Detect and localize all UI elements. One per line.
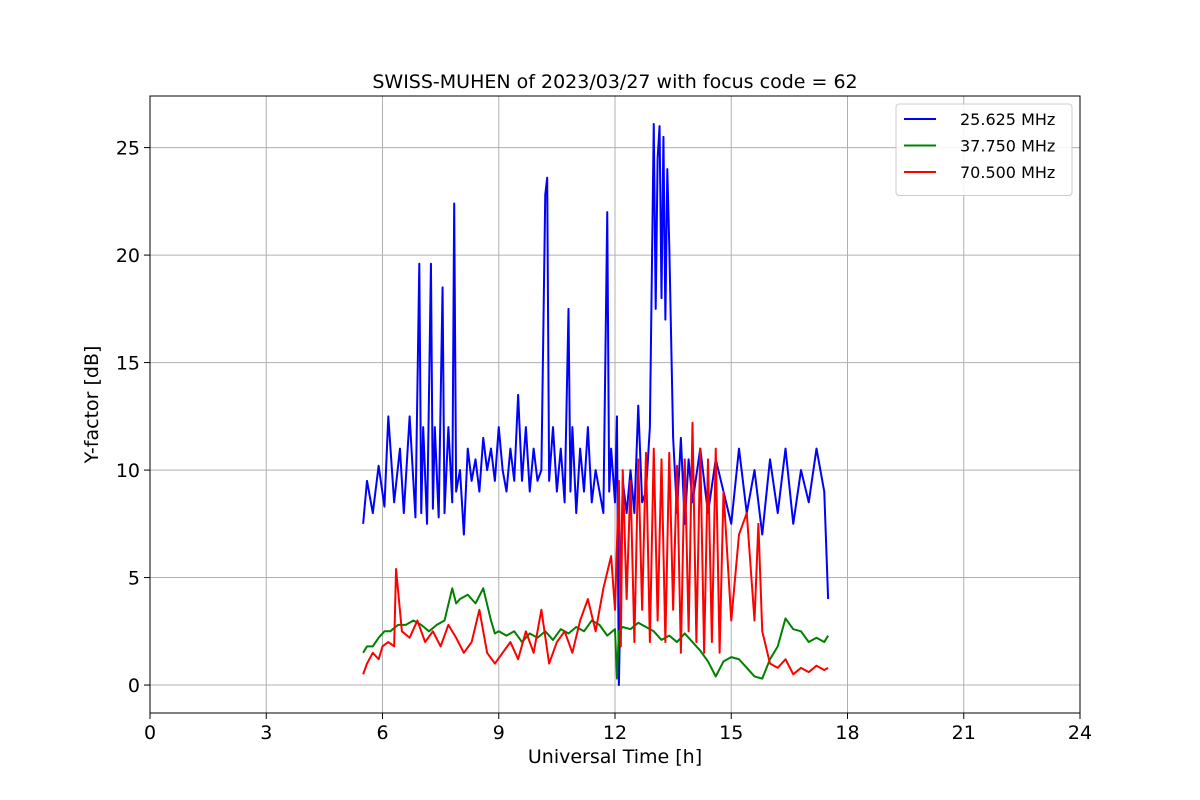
series-line-37-750-mhz [362,587,829,680]
x-tick-label: 15 [719,722,743,744]
chart-title: SWISS-MUHEN of 2023/03/27 with focus cod… [372,71,857,93]
y-tick-label: 25 [116,138,140,160]
y-tick-label: 10 [116,460,140,482]
x-tick-label: 18 [835,722,859,744]
legend-label: 25.625 MHz [960,110,1055,129]
y-tick-label: 0 [128,675,140,697]
legend-label: 70.500 MHz [960,163,1055,182]
legend-box [895,103,1073,196]
y-axis-label: Y-factor [dB] [81,346,103,465]
series-line-70-500-mhz [362,421,829,676]
y-tick-label: 5 [128,568,140,590]
axis-ticks: 0 3 6 9 12 15 18 21 24 0 5 10 15 20 25 [116,138,1092,744]
legend-label: 37.750 MHz [960,137,1055,156]
legend: 25.625 MHz 37.750 MHz 70.500 MHz [895,103,1073,196]
x-tick-label: 24 [1068,722,1092,744]
x-tick-label: 3 [260,722,272,744]
x-axis-label: Universal Time [h] [528,746,702,768]
series-group [362,122,830,687]
x-tick-label: 9 [493,722,505,744]
y-tick-label: 20 [116,245,140,267]
x-tick-label: 12 [603,722,627,744]
y-tick-label: 15 [116,353,140,375]
x-tick-label: 6 [376,722,388,744]
x-tick-label: 21 [952,722,976,744]
x-tick-label: 0 [144,722,156,744]
